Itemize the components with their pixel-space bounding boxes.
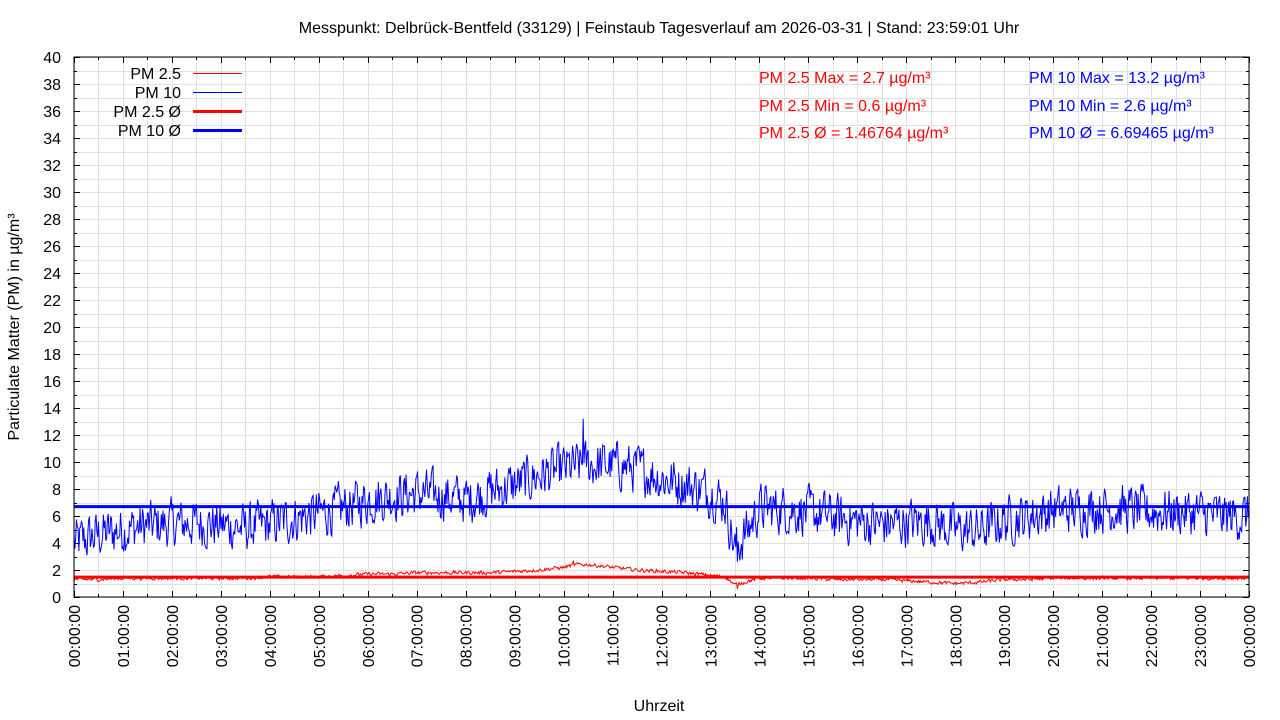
legend-label: PM 2.5 Ø (113, 104, 181, 121)
stat-annotation: PM 10 Ø = 6.69465 µg/m³ (1029, 125, 1215, 142)
x-tick-label: 17:00:00 (899, 605, 916, 667)
y-tick-label: 16 (43, 374, 61, 391)
x-tick-label: 22:00:00 (1144, 605, 1161, 667)
y-tick-label: 18 (43, 347, 61, 364)
x-tick-label: 13:00:00 (703, 605, 720, 667)
x-tick-label: 09:00:00 (508, 605, 525, 667)
y-tick-label: 12 (43, 428, 61, 445)
x-tick-label: 19:00:00 (997, 605, 1014, 667)
x-tick-label: 14:00:00 (752, 605, 769, 667)
stat-annotation: PM 10 Max = 13.2 µg/m³ (1029, 70, 1206, 87)
y-tick-label: 30 (43, 185, 61, 202)
y-tick-label: 20 (43, 320, 61, 337)
y-tick-label: 34 (43, 131, 61, 148)
x-tick-label: 20:00:00 (1046, 605, 1063, 667)
y-tick-label: 38 (43, 77, 61, 94)
stat-annotation: PM 10 Min = 2.6 µg/m³ (1029, 98, 1192, 115)
y-tick-label: 24 (43, 266, 61, 283)
x-tick-label: 10:00:00 (557, 605, 574, 667)
x-tick-label: 23:00:00 (1193, 605, 1210, 667)
chart-title: Messpunkt: Delbrück-Bentfeld (33129) | F… (299, 20, 1020, 37)
x-tick-labels: 00:00:00 01:00:00 02:00:00 03:00:00 04:00:00… (67, 605, 1259, 667)
y-tick-label: 8 (52, 482, 61, 499)
y-tick-label: 36 (43, 104, 61, 121)
x-tick-label: 01:00:00 (116, 605, 133, 667)
x-tick-label: 12:00:00 (655, 605, 672, 667)
legend-label: PM 10 (135, 85, 181, 102)
y-tick-label: 6 (52, 509, 61, 526)
x-tick-label: 15:00:00 (801, 605, 818, 667)
x-tick-label: 03:00:00 (214, 605, 231, 667)
y-tick-label: 4 (52, 536, 61, 553)
series-line-pm25 (73, 560, 1250, 590)
stats-annotations: PM 2.5 Max = 2.7 µg/m³ PM 2.5 Min = 0.6 µ… (759, 70, 1215, 142)
legend-label: PM 10 Ø (118, 123, 181, 140)
y-tick-label: 40 (43, 50, 61, 67)
x-tick-label: 02:00:00 (165, 605, 182, 667)
y-tick-label: 22 (43, 293, 61, 310)
y-tick-label: 26 (43, 239, 61, 256)
y-tick-label: 2 (52, 563, 61, 580)
x-tick-label: 16:00:00 (850, 605, 867, 667)
x-tick-label: 04:00:00 (263, 605, 280, 667)
x-tick-label: 00:00:00 (67, 605, 84, 667)
x-tick-label: 07:00:00 (410, 605, 427, 667)
stat-annotation: PM 2.5 Max = 2.7 µg/m³ (759, 70, 931, 87)
x-tick-label: 21:00:00 (1095, 605, 1112, 667)
plot-frame (73, 56, 1250, 598)
x-tick-label: 05:00:00 (312, 605, 329, 667)
y-tick-label: 0 (52, 590, 61, 607)
x-tick-label: 08:00:00 (459, 605, 476, 667)
y-tick-label: 32 (43, 158, 61, 175)
y-tick-label: 10 (43, 455, 61, 472)
x-tick-label: 06:00:00 (361, 605, 378, 667)
y-tick-label: 28 (43, 212, 61, 229)
x-tick-label: 18:00:00 (948, 605, 965, 667)
x-axis-label: Uhrzeit (634, 698, 685, 715)
x-tick-label: 00:00:00 (1242, 605, 1259, 667)
legend-label: PM 2.5 (130, 66, 181, 83)
x-tick-label: 11:00:00 (606, 605, 623, 666)
stat-annotation: PM 2.5 Ø = 1.46764 µg/m³ (759, 125, 949, 142)
series-layer (73, 418, 1250, 590)
y-tick-label: 14 (43, 401, 61, 418)
stat-annotation: PM 2.5 Min = 0.6 µg/m³ (759, 98, 927, 115)
y-axis-label: Particulate Matter (PM) in µg/m³ (6, 213, 23, 441)
legend: PM 2.5 PM 10 PM 2.5 Ø PM 10 Ø (113, 66, 242, 140)
